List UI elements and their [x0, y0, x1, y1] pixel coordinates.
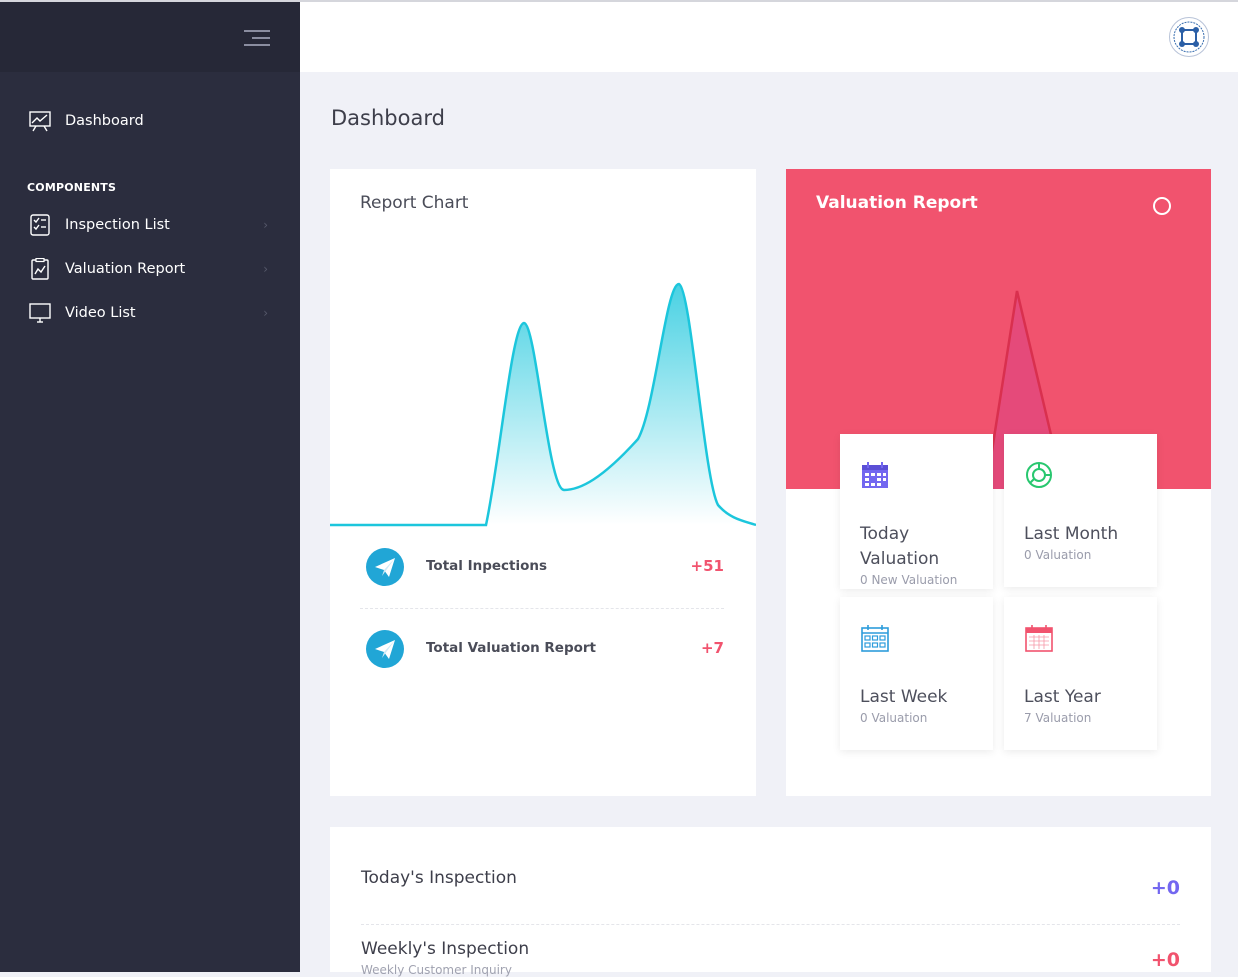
presentation-chart-icon [29, 111, 51, 132]
clipboard-chart-icon [31, 258, 49, 280]
divider [361, 924, 1180, 925]
stat-label: Total Inpections [426, 558, 548, 574]
checklist-icon [30, 214, 50, 236]
tile-subtitle: 7 Valuation [1024, 711, 1092, 725]
sidebar-header [0, 2, 300, 72]
sidebar-section-label: COMPONENTS [27, 181, 117, 194]
calendar-grid-icon [861, 625, 889, 652]
tile-subtitle: 0 Valuation [860, 711, 928, 725]
sidebar-item-label: Dashboard [65, 113, 144, 129]
tile-title: Today Valuation [860, 524, 940, 569]
sidebar-item-label: Valuation Report [65, 261, 186, 277]
todays-inspection-value: +0 [1150, 877, 1180, 899]
donut-chart-icon [1026, 462, 1052, 488]
top-bar [300, 2, 1238, 72]
stat-label: Total Valuation Report [426, 640, 597, 656]
sidebar-item-inspection-list[interactable]: Inspection List › [28, 214, 272, 236]
valuation-report-card: Valuation Report Today Valuation 0 New V… [786, 169, 1211, 796]
stat-total-valuation: Total Valuation Report +7 [360, 630, 726, 690]
calendar-year-icon [1025, 625, 1053, 652]
stat-value: +7 [700, 639, 724, 657]
divider [360, 608, 724, 609]
report-area-chart [330, 282, 756, 527]
todays-inspection-title: Today's Inspection [361, 868, 517, 888]
calendar-icon [862, 462, 888, 488]
tile-subtitle: 0 New Valuation [860, 573, 958, 587]
card-title: Report Chart [360, 193, 469, 213]
chevron-right-icon: › [263, 218, 268, 232]
stat-total-inspections: Total Inpections +51 [360, 548, 726, 608]
monitor-icon [29, 303, 51, 323]
tile-title: Last Month [1024, 524, 1119, 544]
weekly-inspection-subtitle: Weekly Customer Inquiry [361, 963, 512, 977]
card-title: Valuation Report [816, 193, 978, 213]
tile-title: Last Week [860, 687, 948, 707]
stat-value: +51 [690, 557, 724, 575]
tile-last-week: Last Week 0 Valuation [840, 597, 993, 750]
sidebar-item-label: Inspection List [65, 217, 170, 233]
logo-seal-icon[interactable] [1169, 17, 1209, 57]
chevron-right-icon: › [263, 262, 268, 276]
tile-last-year: Last Year 7 Valuation [1004, 597, 1157, 750]
weekly-inspection-title: Weekly's Inspection [361, 939, 530, 959]
inspection-summary-card: Today's Inspection +0 Weekly's Inspectio… [330, 827, 1211, 977]
report-chart-card: Report Chart Total Inpections +51 Total … [330, 169, 756, 796]
sidebar-item-video-list[interactable]: Video List › [28, 302, 272, 324]
circle-toggle-icon[interactable] [1153, 197, 1171, 215]
sidebar: Dashboard COMPONENTS Inspection List › V… [0, 2, 300, 972]
paper-plane-icon [366, 630, 404, 668]
top-border [0, 0, 1238, 2]
chevron-right-icon: › [263, 306, 268, 320]
page-title: Dashboard [331, 106, 445, 130]
tile-today-valuation: Today Valuation 0 New Valuation [840, 434, 993, 589]
tile-subtitle: 0 Valuation [1024, 548, 1092, 562]
sidebar-item-label: Video List [65, 305, 136, 321]
sidebar-item-dashboard[interactable]: Dashboard [28, 110, 272, 132]
paper-plane-icon [366, 548, 404, 586]
sidebar-item-valuation-report[interactable]: Valuation Report › [28, 258, 272, 280]
tile-title: Last Year [1024, 687, 1101, 707]
hamburger-menu-icon[interactable] [244, 30, 270, 48]
tile-last-month: Last Month 0 Valuation [1004, 434, 1157, 587]
weekly-inspection-value: +0 [1150, 949, 1180, 971]
